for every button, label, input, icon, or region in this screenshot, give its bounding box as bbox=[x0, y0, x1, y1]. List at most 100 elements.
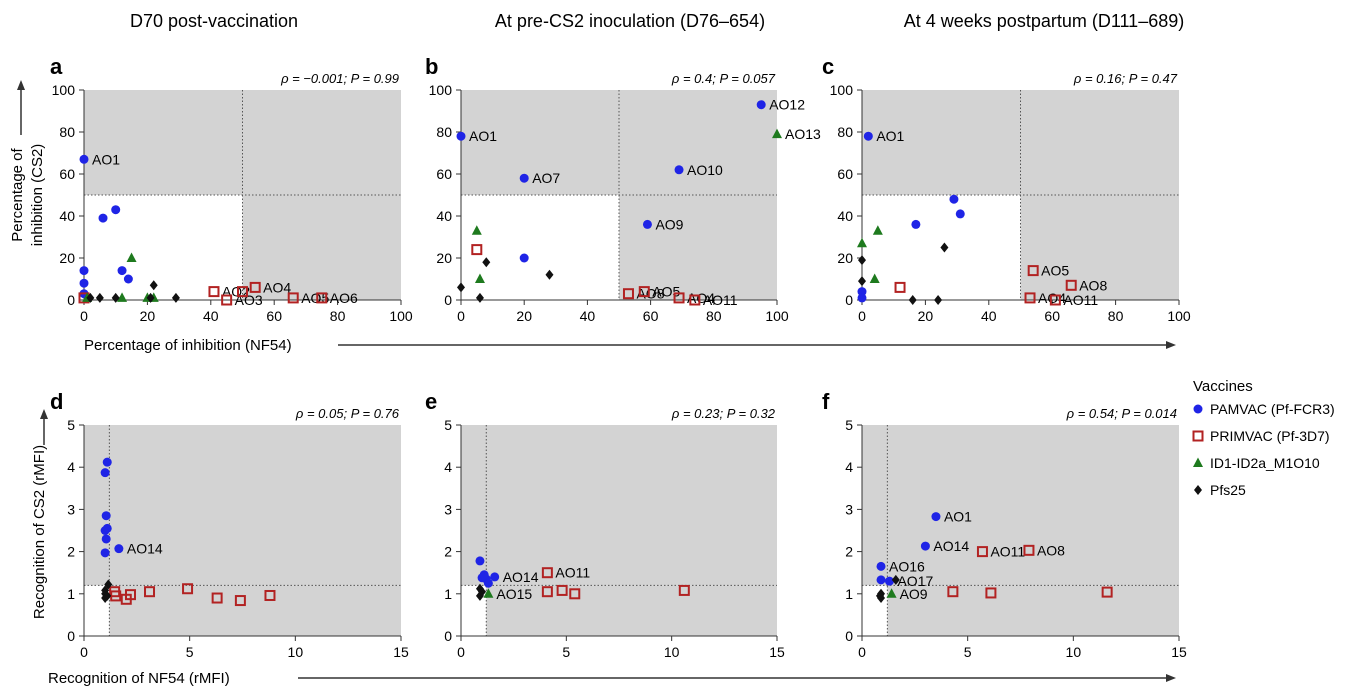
x-tick-label: 20 bbox=[140, 308, 156, 324]
point-label: AO7 bbox=[532, 170, 560, 186]
y-tick-label: 40 bbox=[837, 208, 853, 224]
point-label: AO8 bbox=[1037, 542, 1065, 558]
data-point bbox=[872, 225, 883, 235]
data-point bbox=[475, 556, 485, 566]
data-point bbox=[249, 281, 261, 293]
data-point bbox=[955, 209, 965, 219]
x-tick-label: 15 bbox=[769, 644, 785, 660]
correlation-stat: ρ = 0.23; P = 0.32 bbox=[671, 406, 776, 421]
data-point bbox=[911, 219, 921, 229]
point-label: AO17 bbox=[897, 573, 933, 589]
y-axis-label-top-line1: Percentage of bbox=[9, 147, 26, 241]
y-tick-label: 60 bbox=[59, 166, 75, 182]
x-tick-label: 100 bbox=[1167, 308, 1191, 324]
shaded-region-lower-right bbox=[1020, 195, 1179, 300]
data-point bbox=[857, 237, 867, 248]
column-title: At pre-CS2 inoculation (D76–654) bbox=[495, 11, 765, 31]
data-point bbox=[490, 572, 500, 582]
data-point bbox=[111, 205, 121, 215]
data-point bbox=[237, 286, 248, 298]
data-point bbox=[884, 576, 894, 586]
data-point bbox=[124, 589, 136, 601]
panel-letter: c bbox=[822, 54, 834, 79]
point-label: AO11 bbox=[555, 565, 590, 581]
x-arrow-head-top bbox=[1166, 341, 1176, 349]
data-point bbox=[457, 282, 465, 293]
y-tick-label: 2 bbox=[444, 544, 452, 560]
data-point bbox=[234, 595, 246, 607]
y-tick-label: 20 bbox=[59, 250, 75, 266]
y-tick-label: 80 bbox=[436, 124, 452, 140]
data-point bbox=[545, 269, 554, 280]
point-label: AO5 bbox=[652, 284, 680, 300]
data-point bbox=[869, 273, 880, 283]
y-tick-label: 5 bbox=[845, 417, 853, 433]
legend-label: PAMVAC (Pf-FCR3) bbox=[1210, 401, 1335, 417]
correlation-stat: ρ = 0.05; P = 0.76 bbox=[295, 406, 400, 421]
data-point bbox=[858, 276, 866, 287]
point-label: AO14 bbox=[503, 569, 539, 585]
shaded-region-upper bbox=[461, 425, 777, 586]
data-point bbox=[104, 579, 113, 590]
panel-letter: b bbox=[425, 54, 438, 79]
data-point bbox=[622, 288, 634, 300]
y-tick-label: 0 bbox=[845, 292, 853, 308]
data-point bbox=[100, 468, 110, 478]
y-tick-label: 60 bbox=[436, 166, 452, 182]
data-point bbox=[483, 588, 494, 598]
data-point bbox=[483, 578, 493, 588]
x-tick-label: 10 bbox=[1066, 644, 1082, 660]
data-point bbox=[976, 546, 988, 558]
panel-letter: a bbox=[50, 54, 63, 79]
data-point bbox=[1049, 294, 1061, 306]
data-point bbox=[920, 541, 930, 551]
y-tick-label: 100 bbox=[429, 82, 453, 98]
data-point bbox=[908, 295, 917, 305]
data-point bbox=[95, 292, 104, 303]
y-tick-label: 0 bbox=[845, 628, 853, 644]
point-label: AO8 bbox=[1079, 277, 1107, 293]
y-tick-label: 1 bbox=[67, 586, 75, 602]
data-point bbox=[1027, 265, 1039, 277]
point-label: AO16 bbox=[889, 558, 925, 574]
data-point bbox=[101, 511, 111, 521]
data-point bbox=[102, 523, 112, 533]
y-tick-label: 80 bbox=[59, 124, 75, 140]
shaded-region-lower-right bbox=[242, 195, 401, 300]
data-point bbox=[86, 292, 95, 303]
point-label: AO1 bbox=[944, 509, 972, 525]
data-point bbox=[475, 292, 484, 303]
y-tick-label: 3 bbox=[67, 501, 75, 517]
y-axis-label-top-line2: inhibition (CS2) bbox=[29, 144, 46, 247]
y-tick-label: 100 bbox=[52, 82, 76, 98]
data-point bbox=[456, 131, 466, 141]
y-tick-label: 80 bbox=[837, 124, 853, 140]
data-point bbox=[79, 278, 89, 288]
data-point bbox=[931, 512, 941, 522]
y-tick-label: 2 bbox=[845, 544, 853, 560]
legend-marker bbox=[1194, 485, 1202, 495]
x-tick-label: 100 bbox=[389, 308, 413, 324]
data-point bbox=[569, 588, 581, 600]
data-point bbox=[678, 584, 690, 596]
x-axis-label-top: Percentage of inhibition (NF54) bbox=[84, 337, 292, 354]
data-point bbox=[1101, 586, 1113, 598]
shaded-region-upper bbox=[84, 425, 401, 586]
point-label: AO11 bbox=[703, 292, 738, 308]
data-point bbox=[171, 292, 180, 303]
y-tick-label: 60 bbox=[837, 166, 853, 182]
x-tick-label: 0 bbox=[858, 308, 866, 324]
shaded-region-lower-right bbox=[619, 195, 777, 300]
y-tick-label: 4 bbox=[444, 459, 452, 475]
data-point bbox=[857, 293, 867, 303]
column-title: D70 post-vaccination bbox=[130, 11, 298, 31]
x-tick-label: 20 bbox=[918, 308, 934, 324]
shaded-region-lower-right bbox=[887, 585, 1179, 636]
x-arrow-head-bottom bbox=[1166, 674, 1176, 682]
data-point bbox=[79, 154, 89, 164]
data-point bbox=[875, 590, 884, 601]
y-arrow-head-bottom bbox=[40, 409, 48, 419]
x-tick-label: 60 bbox=[643, 308, 659, 324]
data-point bbox=[772, 128, 782, 139]
